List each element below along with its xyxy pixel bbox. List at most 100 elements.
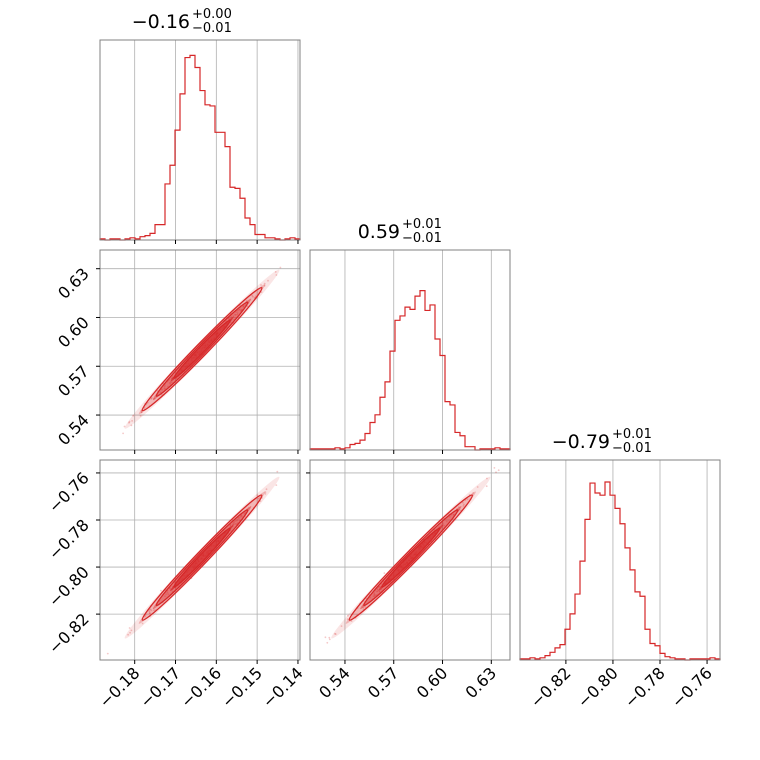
scatter-point bbox=[168, 382, 171, 384]
scatter-2-0 bbox=[106, 455, 300, 655]
scatter-point bbox=[159, 391, 162, 394]
scatter-point bbox=[458, 506, 460, 508]
scatter-point bbox=[350, 620, 353, 622]
param-title-plus-1: +0.01 bbox=[402, 217, 442, 232]
param-title-minus-1: −0.01 bbox=[402, 231, 442, 246]
scatter-point bbox=[276, 470, 279, 473]
param-title-2: −0.79 bbox=[552, 431, 610, 453]
scatter-point bbox=[476, 486, 479, 488]
panel-frame-1-1 bbox=[309, 249, 511, 451]
histogram-0 bbox=[99, 54, 301, 241]
scatter-point bbox=[383, 572, 386, 574]
param-title-plus-2: +0.01 bbox=[612, 427, 652, 442]
xtick-label-2-1: −0.80 bbox=[574, 663, 622, 711]
scatter-point bbox=[374, 594, 377, 597]
scatter-point bbox=[340, 625, 343, 627]
scatter-point bbox=[485, 485, 488, 488]
contour-2 bbox=[381, 527, 441, 588]
scatter-point bbox=[247, 507, 250, 509]
scatter-point bbox=[442, 522, 444, 525]
scatter-point bbox=[150, 398, 153, 400]
contour-1 bbox=[155, 509, 249, 607]
scatter-point bbox=[240, 309, 243, 311]
scatter-point bbox=[364, 606, 367, 608]
xtick-label-0-0: −0.18 bbox=[95, 663, 143, 711]
scatter-point bbox=[328, 638, 331, 641]
scatter-point bbox=[274, 271, 277, 273]
scatter-point bbox=[267, 279, 269, 282]
param-title-minus-2: −0.01 bbox=[612, 441, 652, 456]
scatter-point bbox=[132, 414, 135, 417]
scatter-point bbox=[236, 518, 239, 521]
param-title-minus-0: −0.01 bbox=[192, 21, 232, 36]
scatter-point bbox=[256, 494, 259, 497]
xtick-label-1-3: 0.63 bbox=[462, 663, 501, 702]
scatter-point bbox=[257, 497, 260, 500]
xtick-label-2-3: −0.76 bbox=[668, 663, 716, 711]
scatter-point bbox=[497, 469, 500, 472]
density-band-3 bbox=[170, 316, 234, 382]
scatter-point bbox=[466, 498, 469, 500]
scatter-point bbox=[129, 631, 132, 634]
scatter-point bbox=[452, 513, 455, 516]
scatter-point bbox=[275, 274, 278, 276]
scatter-point bbox=[462, 505, 465, 507]
scatter-point bbox=[324, 636, 327, 639]
scatter-point bbox=[242, 306, 245, 308]
panel-1-1 bbox=[309, 249, 511, 454]
scatter-point bbox=[373, 593, 376, 596]
ytick-label-2-0: −0.82 bbox=[45, 610, 93, 658]
scatter-point bbox=[128, 421, 130, 424]
scatter-point bbox=[122, 432, 124, 435]
xtick-label-1-1: 0.57 bbox=[364, 663, 403, 702]
scatter-point bbox=[150, 397, 153, 399]
scatter-point bbox=[140, 411, 143, 414]
scatter-point bbox=[153, 398, 155, 401]
scatter-point bbox=[463, 503, 465, 506]
scatter-point bbox=[139, 414, 142, 417]
contour-2 bbox=[173, 319, 231, 379]
ytick-label-1-0: 0.54 bbox=[54, 410, 93, 449]
scatter-point bbox=[127, 633, 129, 636]
scatter-point bbox=[445, 520, 448, 523]
param-title-0: −0.16 bbox=[132, 11, 190, 33]
scatter-point bbox=[260, 284, 262, 286]
scatter-point bbox=[373, 595, 376, 598]
xtick-label-0-3: −0.15 bbox=[218, 663, 266, 711]
scatter-point bbox=[443, 524, 445, 527]
scatter-point bbox=[163, 387, 166, 390]
histogram-1 bbox=[309, 290, 511, 451]
scatter-point bbox=[234, 522, 237, 525]
scatter-point bbox=[232, 522, 235, 524]
scatter-point bbox=[238, 308, 241, 311]
scatter-point bbox=[244, 512, 247, 514]
scatter-point bbox=[131, 420, 134, 422]
contour-0 bbox=[141, 287, 263, 412]
contour-2 bbox=[173, 527, 231, 588]
scatter-point bbox=[328, 636, 331, 639]
scatter-point bbox=[163, 385, 166, 388]
ytick-label-2-3: −0.76 bbox=[45, 468, 93, 516]
contour-0 bbox=[348, 494, 473, 621]
scatter-point bbox=[378, 591, 381, 593]
scatter-point bbox=[150, 609, 153, 612]
scatter-point bbox=[251, 294, 254, 297]
scatter-point bbox=[493, 467, 496, 469]
scatter-point bbox=[363, 600, 365, 603]
scatter-point bbox=[376, 590, 379, 593]
scatter-1-0 bbox=[122, 266, 282, 435]
scatter-point bbox=[160, 589, 162, 592]
scatter-point bbox=[298, 455, 300, 457]
scatter-point bbox=[334, 632, 336, 635]
scatter-point bbox=[236, 522, 239, 524]
scatter-point bbox=[236, 313, 239, 316]
xtick-label-0-1: −0.17 bbox=[136, 663, 184, 711]
scatter-point bbox=[461, 501, 464, 504]
scatter-point bbox=[148, 612, 151, 614]
scatter-point bbox=[144, 615, 146, 618]
density-band-3 bbox=[170, 524, 234, 591]
scatter-point bbox=[128, 420, 131, 423]
scatter-point bbox=[238, 517, 241, 519]
scatter-point bbox=[165, 593, 168, 596]
